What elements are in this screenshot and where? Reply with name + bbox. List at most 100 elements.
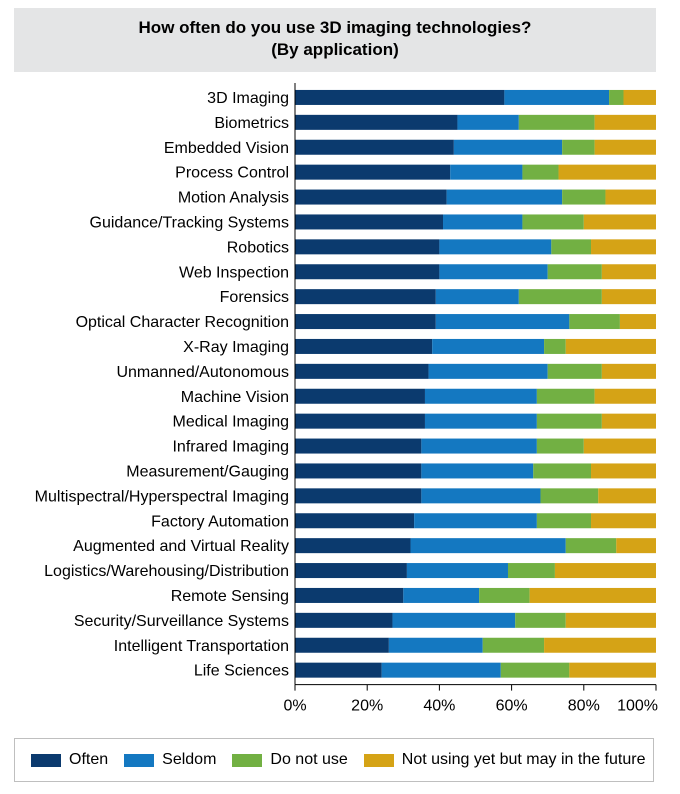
bar-not-using-yet-but-may-in-the-future-security-surveillance-systems bbox=[565, 612, 656, 628]
bar-seldom-embedded-vision bbox=[453, 139, 563, 155]
legend-item-not-using-yet: Not using yet but may in the future bbox=[363, 751, 646, 769]
bar-do-not-use-unmanned-autonomous bbox=[547, 363, 602, 379]
bar-seldom-forensics bbox=[435, 289, 519, 305]
bar-not-using-yet-but-may-in-the-future-measurement-gauging bbox=[591, 463, 656, 479]
bar-often-factory-automation bbox=[295, 513, 415, 529]
bar-do-not-use-motion-analysis bbox=[562, 189, 606, 205]
bar-often-guidance-tracking-systems bbox=[295, 214, 444, 230]
bar-seldom-remote-sensing bbox=[403, 587, 480, 603]
bar-often-web-inspection bbox=[295, 264, 440, 280]
bar-seldom-life-sciences bbox=[381, 662, 501, 678]
bar-not-using-yet-but-may-in-the-future-web-inspection bbox=[601, 264, 656, 280]
category-label-biometrics: Biometrics bbox=[214, 115, 289, 132]
category-label-medical-imaging: Medical Imaging bbox=[173, 414, 290, 431]
bar-seldom-biometrics bbox=[457, 114, 519, 130]
bar-seldom-guidance-tracking-systems bbox=[443, 214, 523, 230]
category-label-guidance-tracking-systems: Guidance/Tracking Systems bbox=[90, 214, 289, 231]
category-label-embedded-vision: Embedded Vision bbox=[164, 140, 289, 157]
chart-title: How often do you use 3D imaging technolo… bbox=[138, 18, 532, 37]
bar-often-intelligent-transportation bbox=[295, 637, 389, 653]
bar-often-life-sciences bbox=[295, 662, 382, 678]
bar-not-using-yet-but-may-in-the-future-process-control bbox=[558, 164, 656, 180]
bar-often-machine-vision bbox=[295, 388, 425, 404]
bar-seldom-machine-vision bbox=[424, 388, 537, 404]
bar-often-motion-analysis bbox=[295, 189, 447, 205]
legend-swatch-seldom bbox=[124, 753, 155, 767]
bar-seldom-web-inspection bbox=[439, 264, 548, 280]
legend-item-seldom: Seldom bbox=[124, 751, 216, 769]
bar-do-not-use-intelligent-transportation bbox=[482, 637, 545, 653]
legend-label-seldom: Seldom bbox=[162, 751, 217, 768]
x-tick-label-0: 0% bbox=[283, 698, 306, 715]
chart-subtitle: (By application) bbox=[271, 40, 399, 59]
bar-seldom-infrared-imaging bbox=[421, 438, 537, 454]
legend-label-often: Often bbox=[69, 751, 109, 768]
legend-swatch-do-not-use bbox=[232, 753, 263, 767]
category-label-forensics: Forensics bbox=[220, 289, 289, 306]
bar-often-3d-imaging bbox=[295, 89, 505, 105]
bar-not-using-yet-but-may-in-the-future-multispectral-hyperspectral-imaging bbox=[598, 488, 656, 504]
bar-often-x-ray-imaging bbox=[295, 338, 433, 354]
bar-not-using-yet-but-may-in-the-future-guidance-tracking-systems bbox=[583, 214, 656, 230]
bar-seldom-motion-analysis bbox=[446, 189, 563, 205]
bar-not-using-yet-but-may-in-the-future-machine-vision bbox=[594, 388, 656, 404]
x-tick-label-4: 80% bbox=[568, 698, 600, 715]
bar-do-not-use-guidance-tracking-systems bbox=[522, 214, 584, 230]
bar-not-using-yet-but-may-in-the-future-x-ray-imaging bbox=[565, 338, 656, 354]
bar-seldom-augmented-and-virtual-reality bbox=[410, 538, 566, 554]
bar-do-not-use-embedded-vision bbox=[562, 139, 595, 155]
bar-seldom-factory-automation bbox=[414, 513, 537, 529]
bar-often-augmented-and-virtual-reality bbox=[295, 538, 411, 554]
bar-seldom-robotics bbox=[439, 239, 552, 255]
bar-do-not-use-life-sciences bbox=[500, 662, 570, 678]
bar-do-not-use-measurement-gauging bbox=[533, 463, 592, 479]
bar-not-using-yet-but-may-in-the-future-forensics bbox=[601, 289, 656, 305]
bar-seldom-3d-imaging bbox=[504, 89, 610, 105]
bar-seldom-security-surveillance-systems bbox=[392, 612, 516, 628]
category-label-security-surveillance-systems: Security/Surveillance Systems bbox=[74, 613, 289, 630]
category-label-measurement-gauging: Measurement/Gauging bbox=[126, 463, 289, 480]
bar-do-not-use-machine-vision bbox=[536, 388, 595, 404]
bar-seldom-medical-imaging bbox=[424, 413, 537, 429]
bar-seldom-intelligent-transportation bbox=[388, 637, 483, 653]
bar-seldom-unmanned-autonomous bbox=[428, 363, 548, 379]
bar-often-optical-character-recognition bbox=[295, 314, 436, 330]
bar-seldom-measurement-gauging bbox=[421, 463, 534, 479]
chart-title-box: How often do you use 3D imaging technolo… bbox=[14, 8, 656, 72]
bar-often-process-control bbox=[295, 164, 451, 180]
bar-not-using-yet-but-may-in-the-future-augmented-and-virtual-reality bbox=[616, 538, 656, 554]
bar-seldom-process-control bbox=[450, 164, 523, 180]
category-label-intelligent-transportation: Intelligent Transportation bbox=[114, 638, 289, 655]
bar-do-not-use-remote-sensing bbox=[479, 587, 530, 603]
bar-often-robotics bbox=[295, 239, 440, 255]
bar-not-using-yet-but-may-in-the-future-optical-character-recognition bbox=[619, 314, 656, 330]
bar-do-not-use-3d-imaging bbox=[609, 89, 624, 105]
bar-seldom-multispectral-hyperspectral-imaging bbox=[421, 488, 541, 504]
bar-often-measurement-gauging bbox=[295, 463, 422, 479]
bar-seldom-logistics-warehousing-distribution bbox=[406, 563, 508, 579]
x-tick-label-5: 100% bbox=[617, 698, 658, 715]
legend-item-do-not-use: Do not use bbox=[232, 751, 348, 769]
category-label-optical-character-recognition: Optical Character Recognition bbox=[76, 314, 289, 331]
chart-legend: Often Seldom Do not use Not using yet bu… bbox=[14, 738, 654, 782]
bar-often-multispectral-hyperspectral-imaging bbox=[295, 488, 422, 504]
category-label-infrared-imaging: Infrared Imaging bbox=[172, 439, 289, 456]
bar-not-using-yet-but-may-in-the-future-motion-analysis bbox=[605, 189, 656, 205]
bar-do-not-use-security-surveillance-systems bbox=[515, 612, 566, 628]
category-label-machine-vision: Machine Vision bbox=[181, 389, 289, 406]
bar-often-embedded-vision bbox=[295, 139, 454, 155]
bar-do-not-use-x-ray-imaging bbox=[544, 338, 566, 354]
category-label-web-inspection: Web Inspection bbox=[179, 264, 289, 281]
legend-label-not-using-yet: Not using yet but may in the future bbox=[401, 751, 646, 768]
category-label-multispectral-hyperspectral-imaging: Multispectral/Hyperspectral Imaging bbox=[35, 488, 289, 505]
category-label-robotics: Robotics bbox=[227, 239, 289, 256]
bar-do-not-use-robotics bbox=[551, 239, 592, 255]
category-label-logistics-warehousing-distribution: Logistics/Warehousing/Distribution bbox=[44, 563, 289, 580]
bar-do-not-use-web-inspection bbox=[547, 264, 602, 280]
legend-swatch-not-using-yet bbox=[363, 753, 394, 767]
bar-not-using-yet-but-may-in-the-future-remote-sensing bbox=[529, 587, 656, 603]
stacked-bar-chart: 3D Imaging Biometrics Embedded Vision Proce… bbox=[35, 83, 658, 715]
category-label-motion-analysis: Motion Analysis bbox=[178, 190, 289, 207]
bar-do-not-use-medical-imaging bbox=[536, 413, 602, 429]
bar-do-not-use-logistics-warehousing-distribution bbox=[507, 563, 555, 579]
